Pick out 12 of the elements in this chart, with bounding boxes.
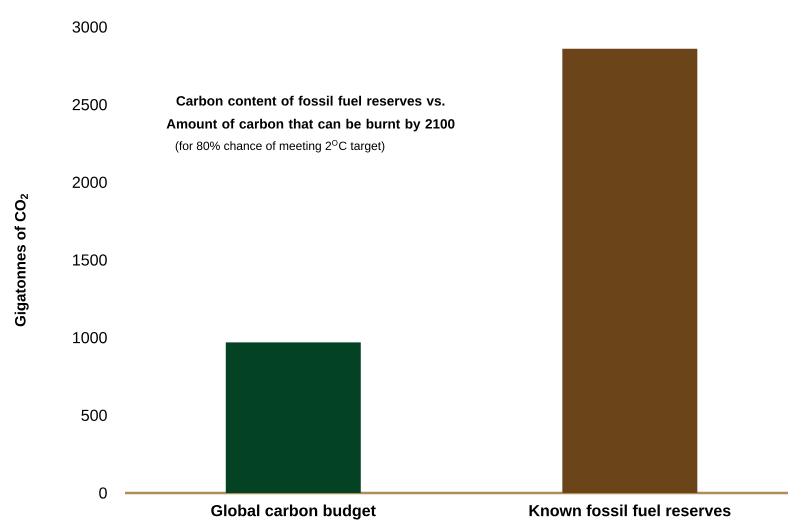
text: Carbon content of fossil fuel reserves vs. Amount of carbon that can be burnt by 2100: [166, 96, 454, 132]
x-tick-label: Known fossil fuel reserves: [530, 504, 731, 516]
y-tick-label: 1000: [73, 332, 107, 344]
y-tick-label: 500: [81, 410, 107, 421]
text: (for 80% chance of meeting 2$^{O}$C target): [176, 140, 384, 152]
y-tick-label: 3000: [72, 21, 107, 33]
y-tick-label: 0: [99, 487, 107, 499]
y-tick-label: 2000: [72, 176, 107, 188]
y-tick-label: 2500: [72, 98, 107, 110]
x-tick-label: Global carbon budget: [211, 504, 376, 520]
y-axis-title: Gigatonnes of CO$_{2}$: [14, 194, 29, 326]
y-tick-label: 1500: [73, 254, 107, 266]
